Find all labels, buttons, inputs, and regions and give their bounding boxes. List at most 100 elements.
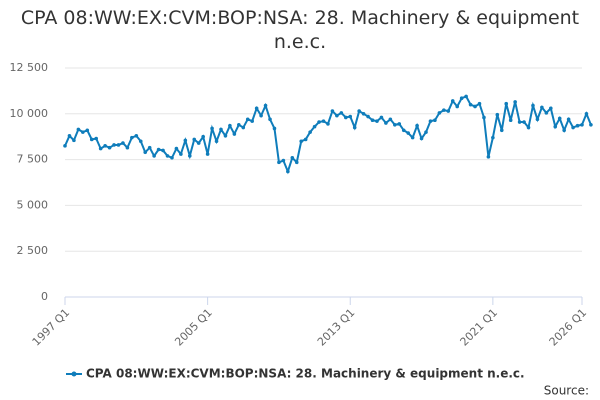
- data-point: [473, 104, 477, 109]
- data-point: [584, 112, 589, 116]
- data-point: [165, 154, 170, 158]
- data-point: [263, 103, 268, 108]
- data-point: [415, 123, 419, 128]
- data-point: [299, 139, 304, 144]
- data-point: [442, 108, 446, 112]
- data-point: [147, 145, 152, 150]
- data-point: [103, 144, 107, 148]
- data-point: [535, 117, 540, 122]
- data-point: [486, 155, 491, 159]
- data-point: [107, 145, 112, 150]
- data-point: [357, 109, 361, 113]
- data-point: [370, 118, 375, 123]
- x-tick-label: 1997 Q1: [30, 306, 73, 349]
- data-point: [406, 131, 410, 135]
- data-point: [575, 123, 580, 128]
- data-point: [339, 111, 344, 115]
- data-point: [232, 132, 237, 136]
- data-point: [549, 106, 553, 111]
- source-label: Source:: [544, 384, 589, 398]
- data-point: [205, 152, 210, 156]
- data-point: [499, 128, 504, 133]
- data-point: [277, 160, 281, 165]
- data-point: [170, 155, 174, 160]
- data-point: [156, 147, 161, 152]
- data-point: [455, 104, 460, 109]
- data-point: [268, 117, 272, 122]
- data-point: [223, 133, 228, 138]
- x-tick-label: 2026 Q1: [547, 306, 590, 349]
- data-point: [98, 146, 103, 151]
- legend-label: CPA 08:WW:EX:CVM:BOP:NSA: 28. Machinery …: [86, 367, 525, 381]
- data-point: [352, 125, 357, 130]
- data-point: [553, 124, 558, 129]
- data-point: [161, 148, 165, 153]
- data-point: [290, 155, 295, 160]
- data-point: [517, 120, 522, 124]
- data-point: [477, 101, 482, 106]
- data-point: [76, 127, 81, 132]
- data-point: [513, 100, 517, 104]
- data-point: [94, 136, 98, 141]
- data-point: [250, 119, 254, 123]
- data-point: [308, 130, 312, 134]
- data-point: [85, 128, 90, 133]
- y-tick-label: 2 500: [17, 244, 49, 257]
- data-point: [495, 112, 500, 117]
- data-point: [241, 125, 246, 130]
- chart-title: CPA 08:WW:EX:CVM:BOP:NSA: 28. Machinery …: [20, 7, 580, 53]
- data-point: [187, 154, 192, 158]
- data-point: [557, 116, 562, 121]
- data-point: [321, 119, 326, 123]
- data-point: [286, 169, 290, 174]
- data-point: [183, 138, 188, 143]
- data-point: [152, 154, 156, 158]
- data-point: [366, 114, 370, 119]
- data-point: [482, 115, 486, 120]
- data-point: [72, 138, 76, 143]
- y-tick-label: 0: [41, 290, 48, 303]
- data-point: [424, 130, 428, 134]
- data-point: [245, 117, 250, 122]
- data-point: [397, 122, 402, 126]
- data-point: [121, 141, 125, 145]
- y-tick-label: 10 000: [10, 107, 49, 120]
- data-point: [393, 122, 397, 127]
- data-point: [428, 119, 433, 123]
- data-point: [531, 103, 535, 108]
- data-point: [419, 136, 424, 141]
- data-point: [259, 113, 263, 118]
- data-point: [312, 124, 317, 129]
- data-point: [468, 102, 473, 107]
- data-point: [459, 96, 464, 101]
- data-point: [112, 143, 116, 147]
- data-point: [174, 146, 179, 151]
- data-point: [330, 109, 335, 113]
- data-point: [464, 94, 468, 99]
- data-point: [410, 135, 415, 140]
- data-line: [64, 95, 592, 175]
- data-point: [343, 115, 348, 120]
- data-point: [138, 139, 143, 144]
- data-point: [562, 128, 566, 133]
- data-point: [130, 135, 134, 140]
- data-point: [522, 120, 526, 124]
- x-tick-label: 2005 Q1: [172, 306, 215, 349]
- data-point: [388, 117, 393, 122]
- data-point: [125, 145, 130, 150]
- data-point: [361, 112, 366, 116]
- data-point: [63, 144, 67, 148]
- data-point: [437, 111, 442, 115]
- data-point: [540, 105, 544, 110]
- data-point: [544, 111, 549, 115]
- data-point: [375, 119, 379, 123]
- legend-marker: [71, 371, 77, 377]
- x-tick-label: 2021 Q1: [458, 306, 501, 349]
- data-point: [237, 122, 241, 127]
- data-point: [281, 158, 286, 163]
- data-point: [210, 126, 214, 131]
- y-tick-label: 7 500: [17, 153, 49, 166]
- data-point: [504, 101, 509, 106]
